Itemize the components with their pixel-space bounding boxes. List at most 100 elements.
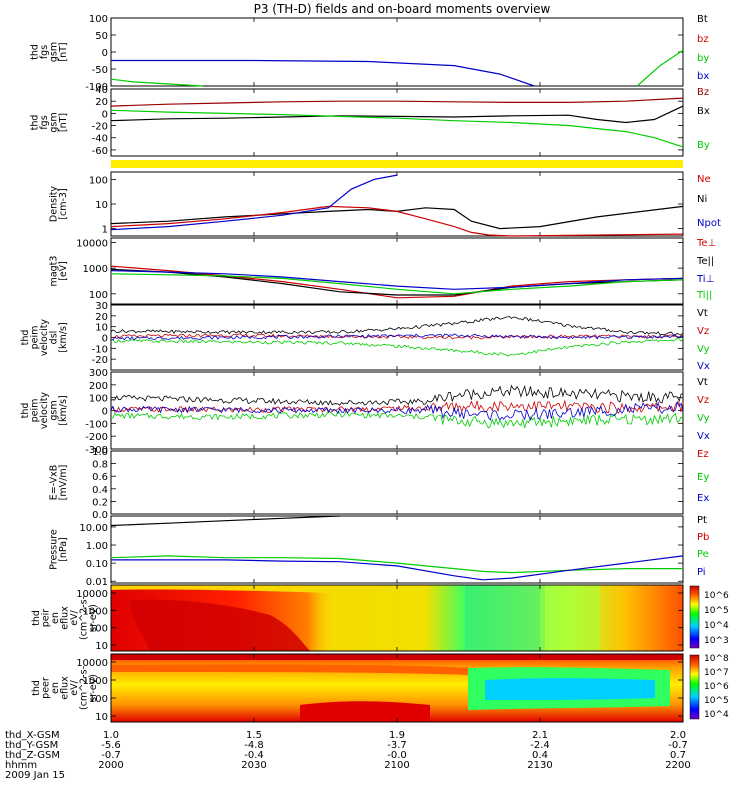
y-tick-label: 0.8	[92, 460, 108, 471]
y-tick-label: 0	[102, 48, 108, 59]
legend-label-npot: Npot	[697, 218, 721, 229]
ion-spectrogram-image	[111, 585, 683, 651]
y-axis-label-line: [mV/m]	[58, 465, 69, 501]
x-axis-tick-value: -4.8	[244, 740, 264, 751]
legend-label-ti: Ti⊥	[696, 274, 714, 285]
panel-ion_spec: 10000 1000 100 10 thdpeirenefluxeV/(cm^2-s-s…	[31, 584, 684, 652]
series-line-vy	[110, 338, 684, 357]
electron-colorbar-tick-label: 10^6	[704, 682, 729, 692]
date-label: 2009 Jan 15	[5, 770, 65, 781]
y-axis-label-line: sr-eV)	[88, 674, 99, 702]
panels-group: 100500-50-100thdfgsgsm[nT]Btbzbybx40200-…	[20, 14, 721, 723]
y-tick-label: -300	[85, 445, 108, 456]
y-tick-label: -20	[92, 122, 108, 133]
y-axis-label-line: peim	[30, 326, 41, 350]
y-axis-label-line: fgs	[39, 115, 50, 129]
y-axis-label-line: sr-eV)	[88, 604, 99, 632]
legend-label-vz: Vz	[697, 326, 709, 337]
series-line-bx	[110, 105, 684, 124]
y-tick-label: 10000	[76, 658, 108, 669]
y-tick-label: 0.10	[86, 559, 108, 570]
legend-label-vt: Vt	[697, 377, 708, 388]
y-axis-label-line: gsm	[49, 42, 60, 62]
y-tick-label: 0.01	[86, 577, 108, 588]
y-tick-label: 100	[89, 394, 108, 405]
y-axis-label-line: [nT]	[58, 42, 69, 61]
legend-label-bz: Bz	[697, 87, 709, 98]
y-tick-label: -10	[92, 344, 108, 355]
x-axis-tick-value: 1.5	[246, 730, 262, 741]
panel-temperature: 10000 1000 100 magt3[eV] Te⊥ Te|| Ti⊥ Ti||	[49, 237, 716, 305]
y-tick-label: 1.0	[92, 447, 108, 458]
series-line-by	[636, 49, 684, 87]
x-axis-tick-value: 0.7	[670, 750, 686, 761]
y-tick-label: 30	[95, 301, 108, 312]
y-axis-label-line: peim	[30, 399, 41, 423]
series-line-by	[110, 109, 684, 148]
yellow-flag-bar	[111, 160, 683, 168]
y-tick-label: 200	[89, 381, 108, 392]
x-axis-tick-value: -0.4	[244, 750, 264, 761]
legend-label-te: Te⊥	[696, 238, 716, 249]
y-axis-label-line: magt3	[49, 256, 60, 287]
y-axis-label-line: gsm	[49, 400, 60, 420]
electron-colorbar-tick-label: 10^5	[704, 696, 729, 706]
panel-pressure: 10.00 1.00 0.10 0.01 Pressure[nPa] Pt Pb Pe Pi	[49, 515, 710, 588]
x-row-label: thd_X-GSM	[5, 730, 60, 741]
x-axis-tick-value: -3.7	[387, 740, 407, 751]
panel-frame	[110, 237, 684, 305]
x-axis-tick-value: -2.4	[530, 740, 550, 751]
y-tick-label: 0	[102, 407, 108, 418]
panel-velocity_gsm: 300 200 100 0-100 -200 -300 thdpeimvelocitygsm…	[20, 368, 710, 456]
panel-frame	[110, 515, 684, 584]
y-axis-label-line: [km/s]	[58, 395, 69, 425]
y-tick-label: 50	[95, 31, 108, 42]
y-tick-label: 10	[95, 712, 108, 723]
x-axis-tick-value: 0.4	[532, 750, 548, 761]
y-tick-label: 0.6	[92, 472, 108, 483]
legend-label-pt: Pt	[697, 515, 707, 526]
y-tick-label: -200	[85, 432, 108, 443]
series-line-pt	[110, 515, 340, 527]
y-tick-label: -100	[85, 82, 108, 93]
x-row-label: thd_Y-GSM	[5, 740, 58, 751]
ion-colorbar-tick-label: 10^3	[704, 636, 729, 646]
x-axis-tick-value: -0.0	[387, 750, 407, 761]
y-axis-label-line: peer	[41, 677, 52, 699]
series-line-bz	[110, 97, 684, 107]
legend-label-vy: Vy	[697, 344, 710, 355]
y-axis-label-line: eflux	[60, 606, 71, 630]
legend-label-bt: Bt	[697, 14, 708, 25]
legend-label-pi: Pi	[697, 567, 706, 578]
panel-frame	[110, 88, 684, 157]
y-tick-label: 10.00	[79, 523, 108, 534]
x-axis-tick-value: 1.9	[389, 730, 405, 741]
x-axis-tick-value: 1.0	[103, 730, 119, 741]
y-axis-label-line: thd	[31, 610, 42, 626]
x-row-label: thd_Z-GSM	[5, 750, 60, 761]
y-tick-label: 100	[89, 290, 108, 301]
series-line-vx	[110, 401, 684, 421]
y-tick-label: 1000	[83, 264, 108, 275]
electron-spectrogram-image	[111, 654, 683, 722]
y-axis-label-line: [nPa]	[58, 537, 69, 562]
series-line-vz	[110, 399, 684, 414]
x-axis-tick-value: 2.1	[532, 730, 548, 741]
legend-label-pb: Pb	[697, 532, 709, 543]
panel-density: 100 10 1 Density[cm-3] Ne Ni Npot	[49, 171, 721, 237]
legend-label-pe: Pe	[697, 549, 709, 560]
series-line-pe	[110, 555, 683, 574]
legend-label-te: Te||	[696, 256, 714, 267]
series-line-ne	[110, 205, 684, 237]
legend-label-vy: Vy	[697, 413, 710, 424]
series-line-vx	[111, 333, 684, 341]
y-tick-label: 300	[89, 368, 108, 379]
electron-colorbar-tick-label: 10^7	[704, 668, 729, 678]
panel-frame	[110, 17, 684, 87]
panel-frame	[110, 171, 684, 237]
y-axis-label-line: thd	[20, 330, 31, 346]
x-row-label: hhmm	[5, 760, 37, 771]
panel-frame	[110, 450, 684, 515]
x-axis-tick-value: -5.6	[101, 740, 121, 751]
